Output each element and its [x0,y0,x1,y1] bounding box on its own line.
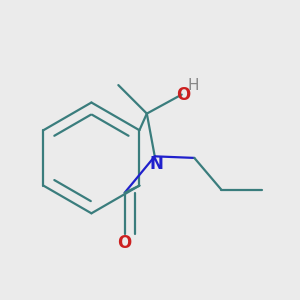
Text: N: N [149,155,163,173]
Text: O: O [176,85,190,103]
Text: H: H [188,78,200,93]
Text: O: O [118,234,132,252]
